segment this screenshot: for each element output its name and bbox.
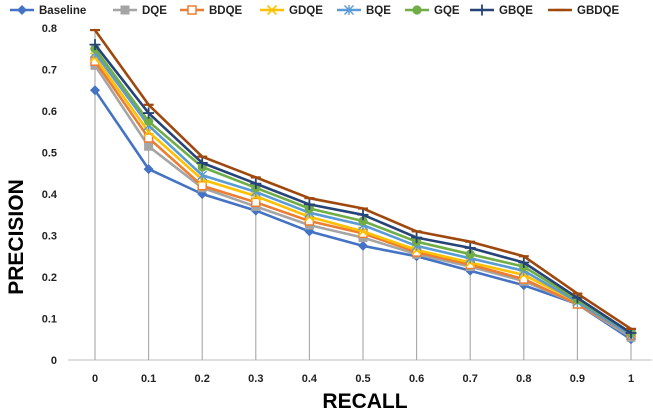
x-tick-label: 0.7	[463, 373, 478, 385]
legend-label: GDQE	[289, 5, 323, 17]
legend-label: GBDQE	[577, 5, 620, 17]
data-point-baseline	[143, 164, 154, 175]
legend-swatch-marker	[266, 4, 278, 16]
data-point-baseline	[358, 240, 368, 251]
legend-label: Baseline	[39, 5, 86, 17]
data-point-gqe	[144, 116, 154, 126]
y-tick-label: 0.6	[42, 106, 57, 118]
legend-item-gbqe: GBQE	[470, 4, 533, 17]
legend: Baseline DQE BDQE GDQE BQE GQE GBQE GBDQE	[10, 4, 620, 17]
data-point-gbqe	[250, 178, 262, 190]
x-tick-label: 0.8	[516, 373, 531, 385]
data-point-gbqe	[89, 39, 101, 51]
legend-swatch-marker	[120, 5, 130, 15]
data-point-gbqe	[303, 198, 315, 210]
x-tick-label: 0.2	[195, 373, 210, 385]
x-tick-label: 0.3	[248, 373, 263, 385]
data-point-gbqe	[411, 232, 423, 244]
legend-swatch-marker	[344, 5, 354, 15]
y-tick-label: 0	[51, 355, 57, 367]
y-tick-label: 0.1	[42, 314, 57, 326]
legend-label: GQE	[434, 5, 460, 17]
data-point-dqe	[144, 141, 154, 151]
series-layer	[89, 28, 637, 345]
axis-layer: 0 0.1 0.2 0.3 0.4 0.5 0.6 0.7 0.8 0 0.1 0.2 0.3 0.4 0.…	[42, 23, 652, 385]
legend-label: DQE	[142, 5, 167, 17]
data-point-bdqe	[197, 180, 207, 191]
data-point-gbqe	[464, 242, 476, 254]
data-point-bqe	[197, 170, 208, 181]
data-point-gbqe	[518, 256, 530, 268]
series-gbdqe	[90, 28, 636, 331]
x-tick-label: 0.6	[409, 373, 424, 385]
y-tick-label: 0.5	[42, 148, 57, 160]
y-tick-label: 0.3	[42, 231, 57, 243]
y-tick-label: 0.2	[42, 272, 57, 284]
data-point-baseline	[90, 85, 100, 96]
data-point-bdqe	[143, 133, 154, 143]
legend-item-gqe: GQE	[405, 5, 460, 17]
series-gbqe	[89, 39, 637, 339]
y-tick-label: 0.4	[42, 189, 58, 201]
data-point-gbqe	[143, 107, 155, 119]
data-point-bdqe	[251, 197, 261, 208]
data-point-gbqe	[357, 209, 369, 221]
legend-swatch-marker	[476, 4, 488, 16]
data-point-gqe	[358, 216, 368, 226]
legend-item-gbdqe: GBDQE	[548, 5, 620, 17]
legend-label: BDQE	[209, 5, 243, 17]
legend-item-bdqe: BDQE	[180, 5, 243, 17]
x-tick-label: 1	[628, 373, 634, 385]
legend-swatch-marker	[187, 5, 197, 15]
x-tick-label: 0	[92, 373, 98, 385]
x-axis-title: RECALL	[322, 390, 407, 409]
legend-item-bqe: BQE	[337, 5, 391, 17]
y-tick-label: 0.8	[42, 23, 57, 35]
y-axis-title: PRECISION	[5, 179, 28, 295]
x-tick-label: 0.9	[570, 373, 585, 385]
data-point-gbqe	[196, 157, 208, 169]
legend-swatch-marker	[17, 5, 27, 15]
legend-item-baseline: Baseline	[10, 5, 86, 17]
legend-label: BQE	[366, 5, 391, 17]
legend-label: GBQE	[499, 5, 533, 17]
legend-swatch-marker	[412, 5, 422, 15]
x-tick-label: 0.5	[355, 373, 370, 385]
legend-item-dqe: DQE	[113, 5, 167, 17]
y-tick-label: 0.7	[42, 65, 57, 77]
data-point-gqe	[465, 249, 475, 259]
x-tick-label: 0.1	[141, 373, 156, 385]
x-tick-label: 0.4	[302, 373, 318, 385]
legend-item-gdqe: GDQE	[260, 4, 323, 17]
